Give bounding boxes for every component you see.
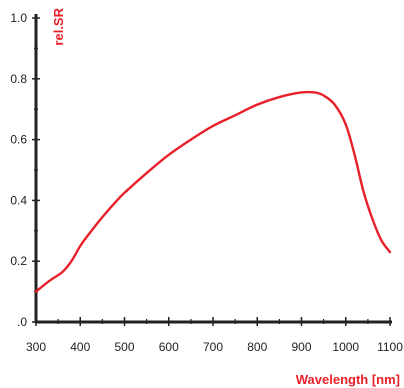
x-tick-label: 800 bbox=[247, 340, 267, 354]
series-layer bbox=[34, 90, 392, 293]
y-tick-label: 1.0 bbox=[10, 11, 27, 25]
y-tick-label: 0.6 bbox=[10, 133, 27, 147]
y-tick-label: 0.4 bbox=[10, 193, 27, 207]
y-axis-title: rel.SR bbox=[51, 7, 66, 45]
y-tick-label: 0.2 bbox=[10, 254, 27, 268]
x-tick-label: 600 bbox=[159, 340, 179, 354]
series-line bbox=[34, 90, 392, 293]
x-tick-label: 500 bbox=[114, 340, 134, 354]
y-tick-label: 0.8 bbox=[10, 72, 27, 86]
x-tick-label: 1100 bbox=[377, 340, 403, 354]
y-axis-ticks: .0 0.2 0.4 0.6 0.8 1.0 bbox=[10, 11, 40, 329]
x-tick-label: 700 bbox=[203, 340, 223, 354]
y-tick-label: .0 bbox=[17, 315, 27, 329]
x-tick-label: 400 bbox=[70, 340, 90, 354]
x-tick-label: 300 bbox=[26, 340, 46, 354]
x-tick-label: 1000 bbox=[332, 340, 359, 354]
axes bbox=[34, 14, 392, 324]
x-axis-title: Wavelength [nm] bbox=[296, 372, 400, 387]
x-tick-label: 900 bbox=[291, 340, 311, 354]
x-axis-ticks: 300 400 500 600 700 800 900 1000 1100 bbox=[26, 317, 403, 354]
